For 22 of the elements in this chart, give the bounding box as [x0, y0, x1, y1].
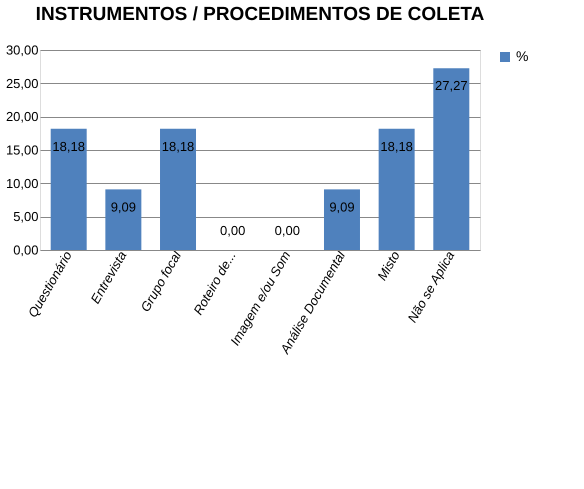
text: 18,18 — [380, 138, 413, 154]
text: 18,18 — [52, 138, 85, 154]
bar — [324, 189, 360, 250]
legend-label: % — [516, 48, 528, 64]
y-tick-label: 10,00 — [6, 176, 38, 191]
text: 18,18 — [162, 138, 194, 154]
bar — [433, 68, 470, 250]
bar — [105, 189, 142, 250]
bar — [160, 128, 196, 250]
y-tick-label: 20,00 — [6, 109, 38, 124]
y-tick-label: 25,00 — [6, 76, 38, 91]
text: 9,09 — [329, 199, 355, 214]
text: 0,00 — [274, 223, 300, 238]
bar — [378, 128, 415, 250]
bar — [50, 128, 87, 250]
chart-title: INSTRUMENTOS / PROCEDIMENTOS DE COLETA — [36, 4, 485, 25]
y-tick-label: 15,00 — [6, 142, 38, 158]
y-tick-label: 5,00 — [13, 209, 38, 224]
text: 9,09 — [110, 199, 136, 214]
text: 27,27 — [435, 78, 468, 94]
text: 0,00 — [220, 223, 246, 238]
y-tick-label: 30,00 — [6, 42, 38, 58]
